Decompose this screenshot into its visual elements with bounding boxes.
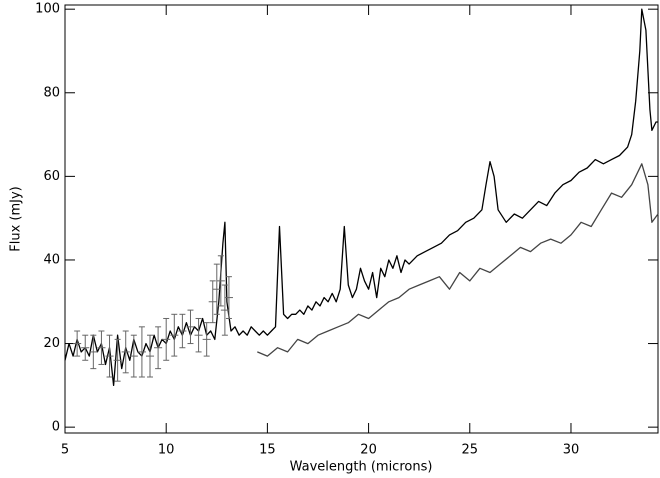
error-point [137, 326, 146, 378]
error-point [129, 334, 138, 378]
y-tick-label: 100 [35, 2, 60, 17]
error-point [154, 326, 163, 370]
error-point [208, 280, 217, 324]
error-point [113, 338, 122, 382]
error-point [89, 334, 98, 370]
error-point [186, 309, 195, 345]
x-tick-label: 15 [259, 443, 276, 458]
x-axis-label: Wavelength (microns) [290, 460, 433, 475]
y-tick-label: 0 [52, 420, 60, 435]
x-tick-label: 10 [158, 443, 175, 458]
error-point [97, 330, 106, 365]
error-point [145, 334, 155, 378]
spectrum-line [257, 163, 659, 357]
error-point [212, 263, 221, 315]
error-point [216, 255, 225, 307]
error-point [202, 322, 211, 357]
error-point [162, 317, 171, 361]
x-tick-label: 20 [360, 443, 377, 458]
error-point [194, 317, 203, 353]
y-tick-label: 80 [43, 85, 60, 100]
x-tick-label: 5 [61, 443, 69, 458]
error-point [170, 313, 179, 357]
error-point [73, 330, 82, 357]
error-point [178, 313, 187, 349]
plot-frame [64, 4, 659, 434]
y-tick-label: 60 [43, 169, 60, 184]
spectrum-line [64, 8, 658, 387]
x-tick-label: 25 [462, 443, 479, 458]
error-point [220, 284, 229, 336]
error-point [105, 334, 114, 378]
y-tick-label: 20 [43, 336, 60, 351]
error-point [224, 276, 233, 319]
error-point [121, 330, 130, 374]
x-tick-label: 30 [563, 443, 580, 458]
y-tick-label: 40 [43, 252, 60, 267]
y-axis-label: Flux (mJy) [9, 186, 24, 252]
error-point [81, 334, 90, 361]
